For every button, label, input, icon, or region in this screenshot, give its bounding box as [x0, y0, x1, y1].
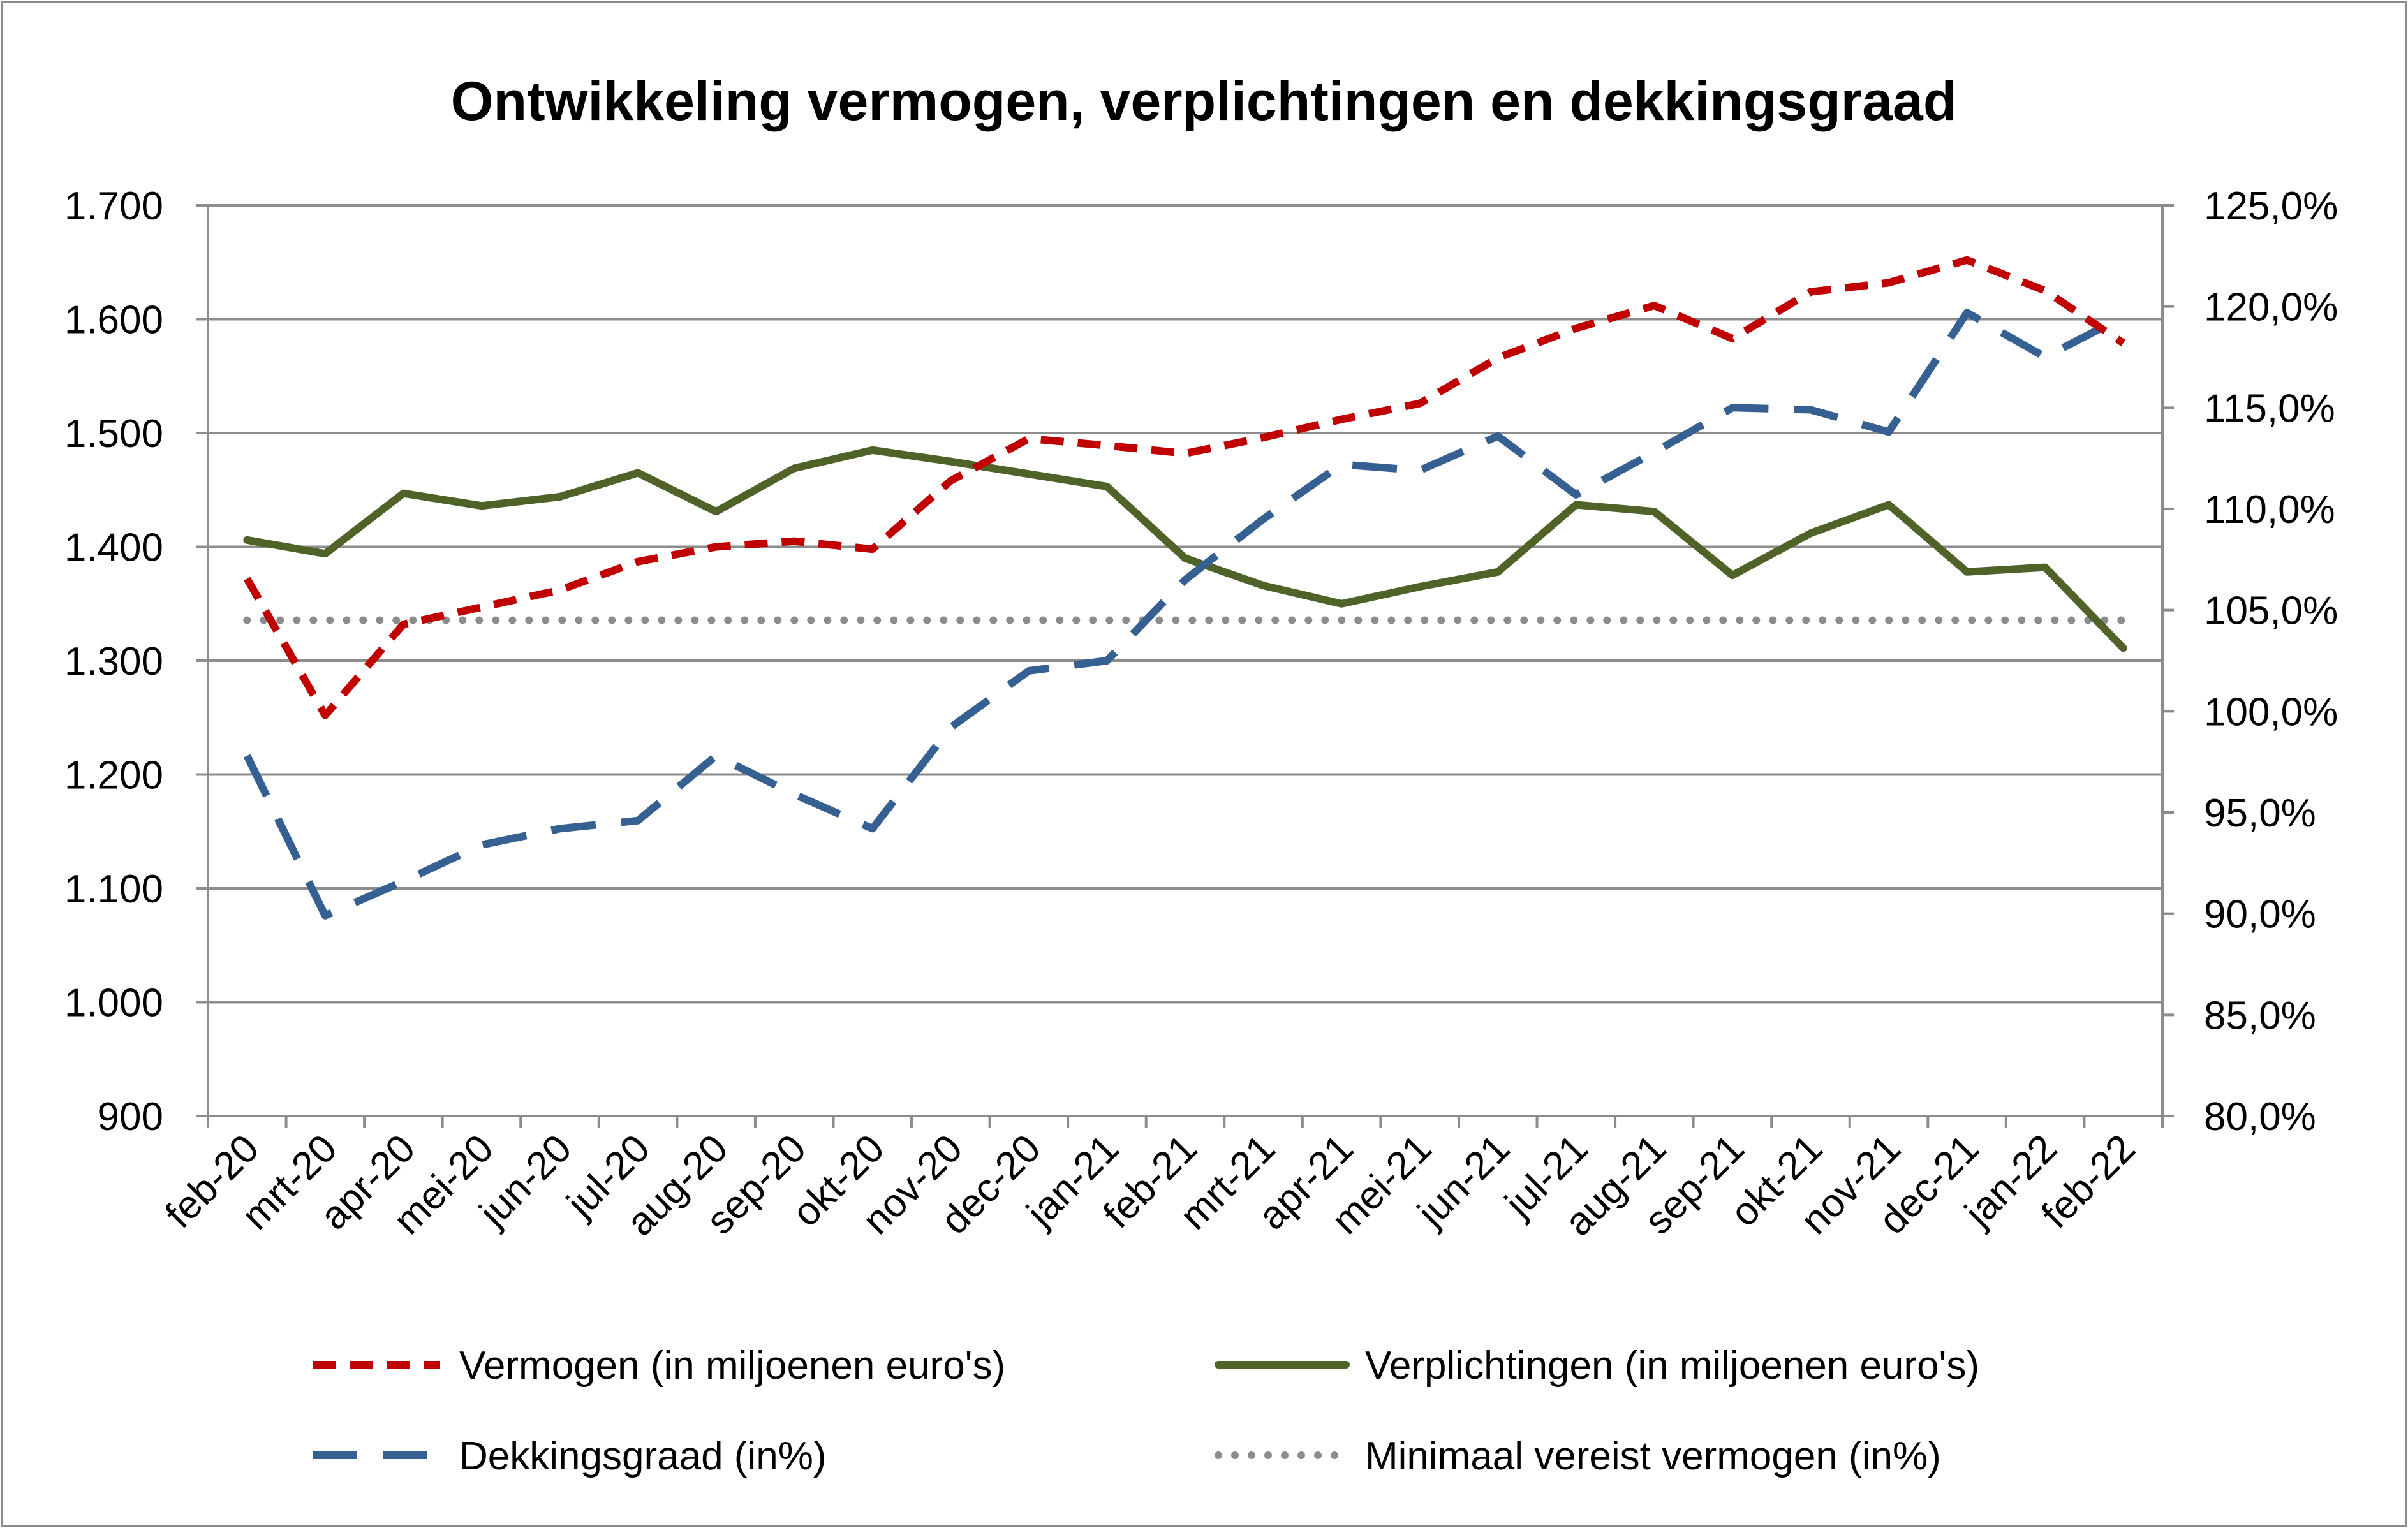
legend: Vermogen (in miljoenen euro's) Verplichti… — [313, 1344, 1979, 1478]
right-axis-ticks: 80,0% 85,0% 90,0% 95,0% 100,0% 105,0% 110,0% 11… — [2162, 184, 2338, 1139]
left-axis-ticks: 900 1.000 1.100 1.200 1.300 1.400 1.500 1.600 1.… — [64, 184, 208, 1139]
left-tick-label: 1.000 — [64, 981, 163, 1025]
left-tick-label: 1.100 — [64, 867, 163, 911]
left-tick-label: 1.500 — [64, 412, 163, 456]
dekkingsgraad-line — [243, 309, 2125, 920]
gridlines — [208, 204, 2162, 1004]
right-tick-label: 110,0% — [2204, 488, 2335, 532]
left-tick-label: 1.600 — [64, 298, 163, 342]
legend-vermogen-label: Vermogen (in miljoenen euro's) — [459, 1344, 1005, 1388]
chart-title: Ontwikkeling vermogen, verplichtingen en… — [451, 71, 1957, 132]
right-tick-label: 115,0% — [2204, 386, 2335, 430]
right-tick-label: 90,0% — [2204, 893, 2316, 937]
right-tick-label: 100,0% — [2204, 690, 2338, 734]
left-tick-label: 1.300 — [64, 640, 163, 684]
legend-verplichtingen-label: Verplichtingen (in miljoenen euro's) — [1365, 1344, 1979, 1388]
left-tick-label: 1.700 — [64, 184, 163, 228]
vermogen-line — [244, 256, 2126, 719]
right-tick-label: 80,0% — [2204, 1095, 2316, 1139]
left-tick-label: 1.400 — [64, 526, 163, 570]
legend-minimaal-vereist-label: Minimaal vereist vermogen (in%) — [1365, 1434, 1941, 1478]
legend-dekkingsgraad-label: Dekkingsgraad (in%) — [459, 1434, 826, 1478]
right-tick-label: 105,0% — [2204, 589, 2338, 633]
verplichtingen-line — [243, 446, 2127, 652]
right-tick-label: 125,0% — [2204, 184, 2338, 228]
left-tick-label: 1.200 — [64, 754, 163, 798]
left-tick-label: 900 — [98, 1095, 163, 1139]
right-tick-label: 85,0% — [2204, 994, 2316, 1038]
right-tick-label: 95,0% — [2204, 791, 2316, 835]
right-tick-label: 120,0% — [2204, 286, 2338, 330]
series-lines — [243, 256, 2127, 920]
